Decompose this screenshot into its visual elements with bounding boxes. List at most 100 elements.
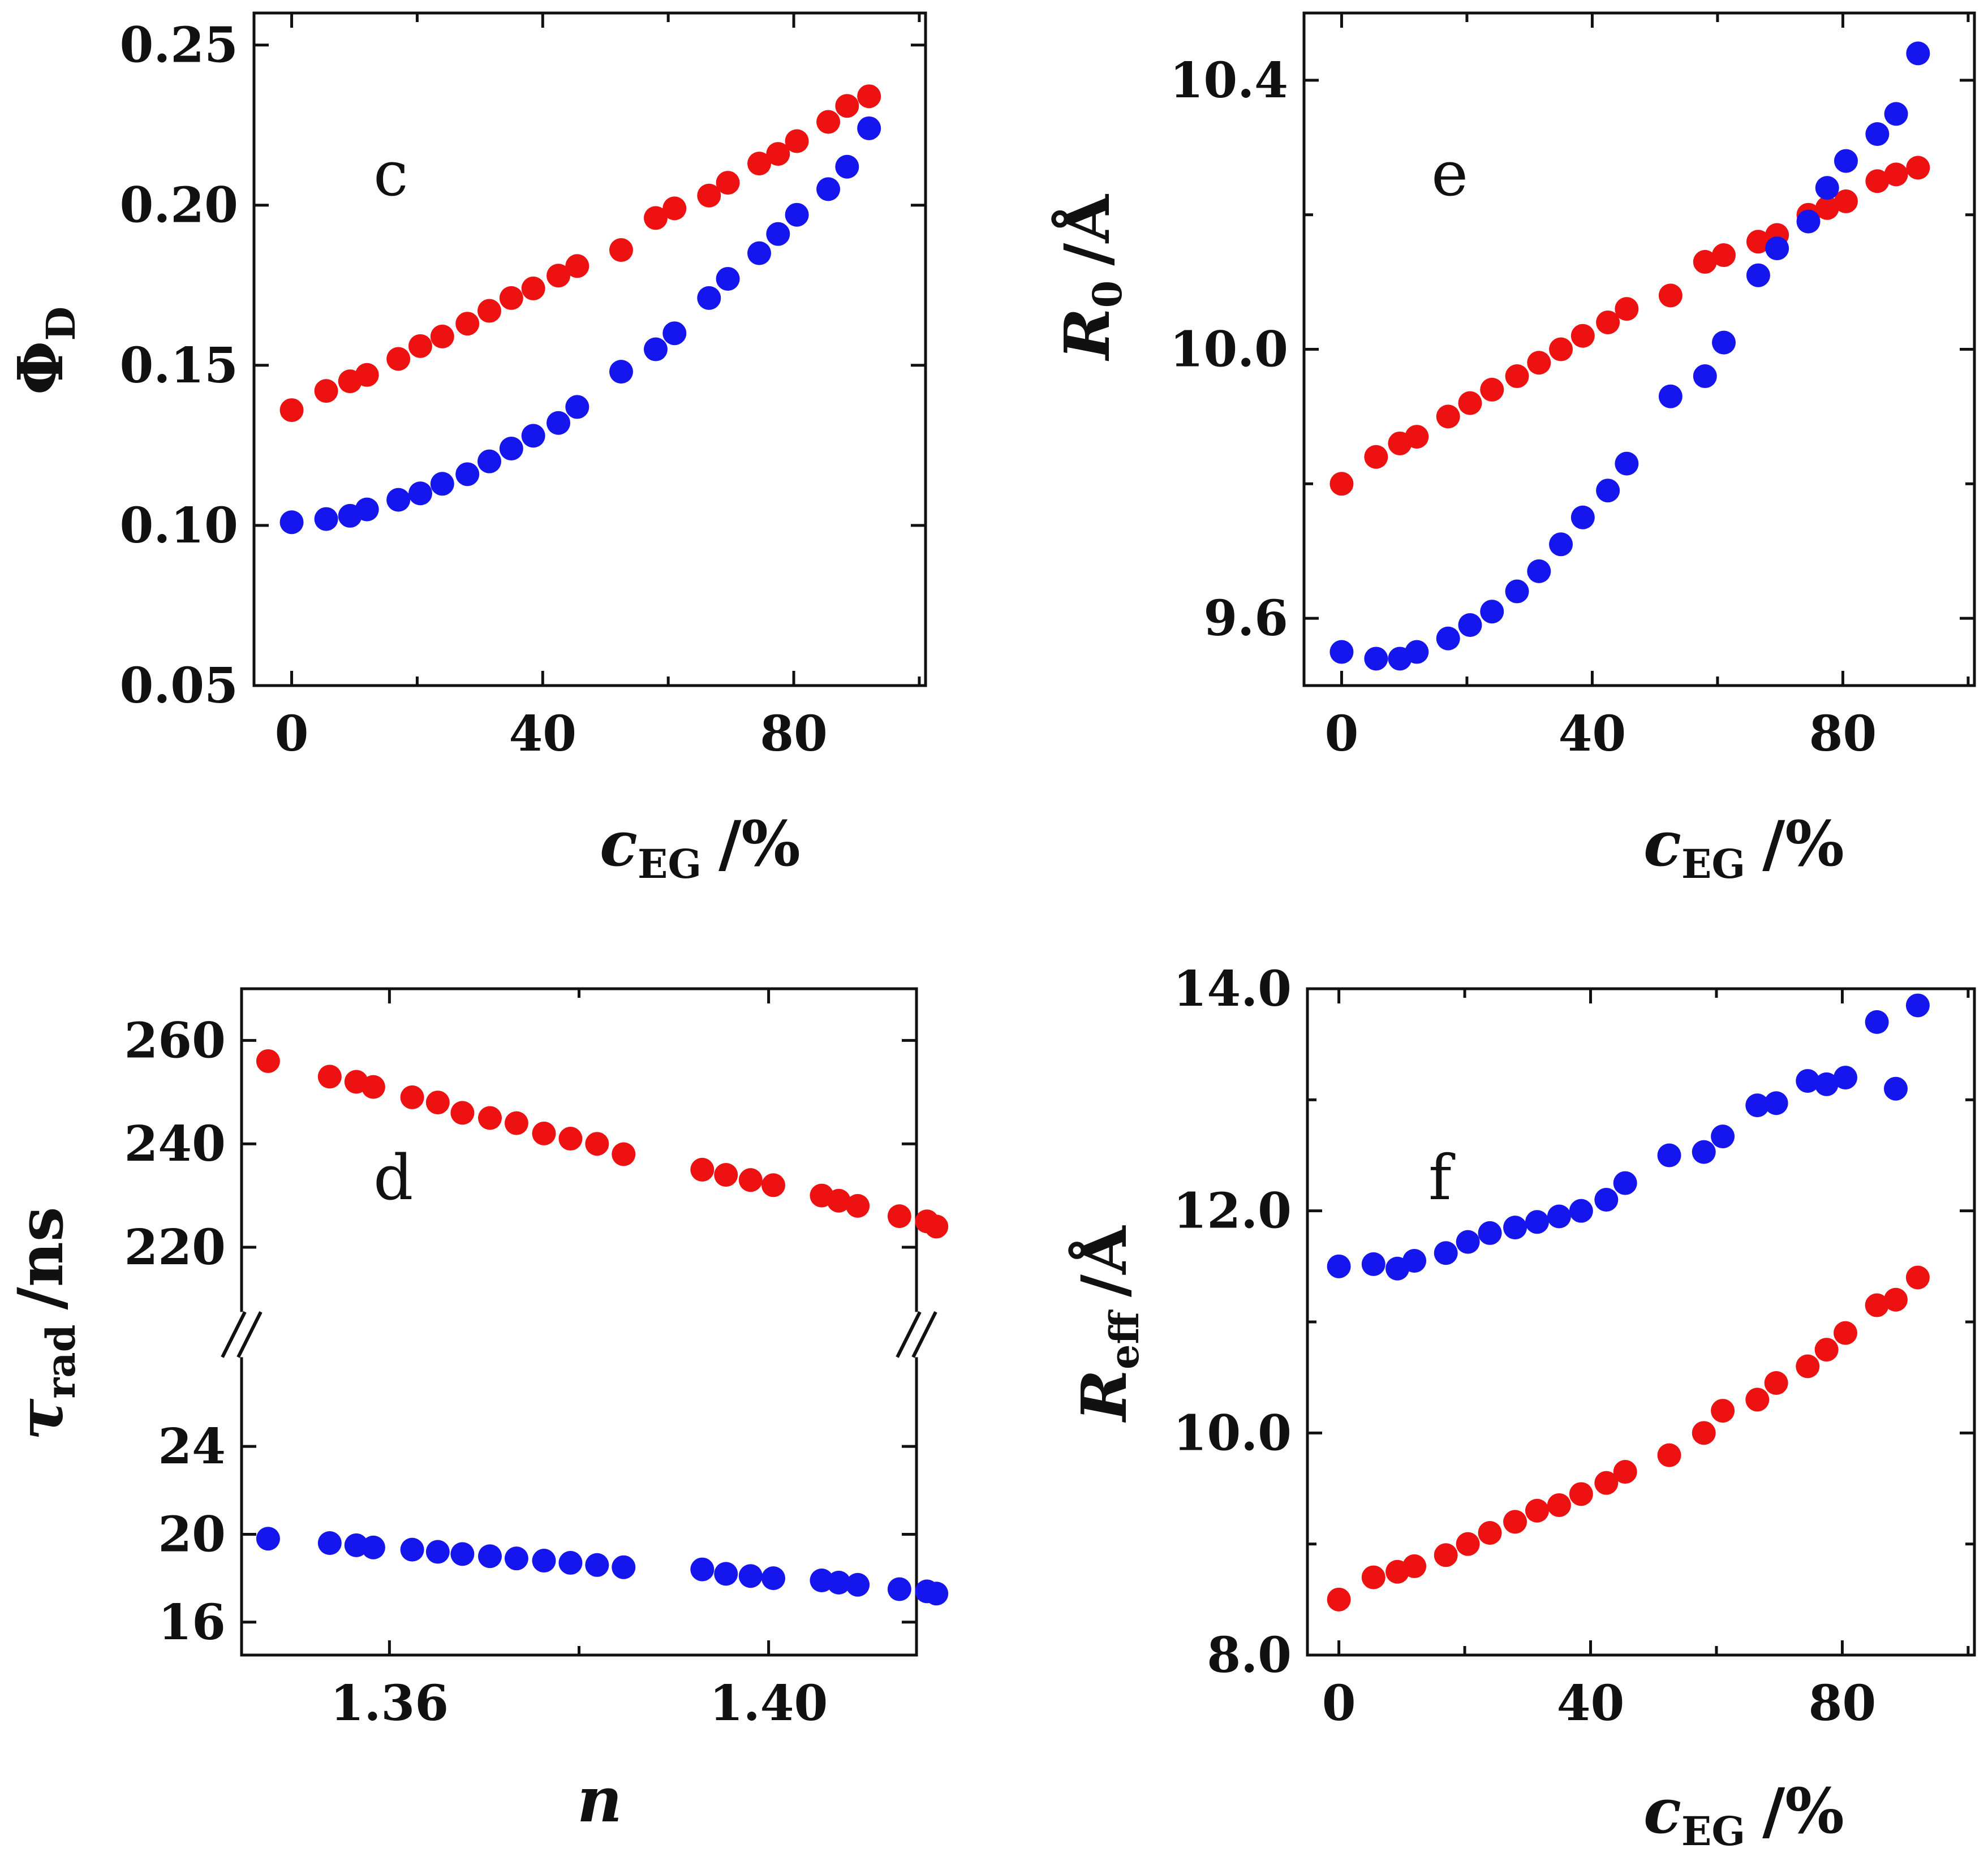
point-blue (361, 1535, 385, 1559)
point-blue (425, 1540, 450, 1564)
y-tick-label: 0.20 (120, 177, 238, 234)
point-red (1434, 1543, 1458, 1567)
panel-label: f (1428, 1141, 1456, 1214)
x-tick-label: 0 (1322, 1675, 1356, 1732)
panel-d: 1.36 1.40 16 20 24 220 240 260 d n τrad/ns (4, 987, 949, 1836)
point-blue (477, 449, 502, 473)
point-blue (747, 241, 772, 265)
point-red (355, 363, 379, 387)
y-tick-label: 0.25 (120, 17, 238, 74)
point-blue (532, 1549, 556, 1573)
point-blue (1711, 1124, 1735, 1149)
point-red (455, 312, 480, 336)
point-blue (1764, 1091, 1788, 1115)
point-red (1547, 1493, 1571, 1517)
point-blue (738, 1564, 763, 1588)
x-axis-label: cEG /% (1643, 1774, 1844, 1855)
x-tick-label: 40 (509, 705, 576, 762)
point-blue (697, 286, 721, 310)
axis-break-mark-right (896, 1311, 922, 1358)
point-blue (1745, 1093, 1770, 1118)
panel-c-frame (252, 11, 927, 687)
x-axis-label: cEG /% (1643, 807, 1844, 887)
point-red (1712, 243, 1736, 268)
point-blue (1815, 176, 1839, 200)
point-blue (477, 1544, 502, 1569)
point-blue (1692, 1140, 1716, 1164)
panel-e-frame (1302, 11, 1976, 687)
point-blue (1796, 209, 1821, 234)
point-blue (662, 321, 687, 346)
point-blue (1865, 122, 1890, 147)
x-tick-label: 40 (1557, 1675, 1625, 1732)
point-red (690, 1157, 715, 1182)
point-red (1594, 1471, 1619, 1495)
y-tick-label: 14.0 (1173, 960, 1292, 1018)
point-red (1478, 1521, 1502, 1545)
point-blue (1746, 263, 1770, 287)
y-axis-label: ΦD (4, 307, 84, 395)
point-red (1692, 1421, 1716, 1445)
y-tick-label: 20 (158, 1506, 226, 1563)
y-tick-label: 10.4 (1170, 52, 1288, 109)
y-axis-label-main: R (1068, 1369, 1141, 1423)
point-red (846, 1194, 870, 1218)
point-blue (450, 1542, 475, 1566)
point-red (816, 110, 841, 134)
point-red (1884, 162, 1908, 187)
point-blue (816, 177, 841, 201)
y-tick-label: 0.05 (120, 657, 238, 714)
point-red (1906, 156, 1930, 180)
point-blue (455, 462, 480, 486)
point-red (761, 1173, 785, 1197)
point-blue (558, 1550, 583, 1575)
point-blue (314, 507, 338, 531)
point-blue (714, 1562, 738, 1586)
y-axis-label-main: τ (4, 1398, 77, 1441)
point-blue (1693, 364, 1717, 389)
x-axis-label-sub: EG (1681, 841, 1745, 887)
point-red (314, 379, 338, 403)
point-blue (1569, 1199, 1593, 1223)
point-blue (612, 1555, 636, 1579)
point-blue (1505, 579, 1529, 604)
point-blue (1434, 1241, 1458, 1265)
point-blue (924, 1582, 949, 1606)
point-red (1615, 297, 1639, 321)
y-tick-label: 10.0 (1173, 1404, 1292, 1462)
y-tick-label: 0.15 (120, 337, 238, 394)
point-blue (1657, 1143, 1681, 1167)
x-axis-label: cEG /% (600, 807, 801, 887)
point-red (697, 183, 721, 208)
point-blue (1329, 640, 1354, 664)
point-red (256, 1049, 280, 1073)
x-axis-label: n (577, 1763, 622, 1836)
point-red (924, 1214, 949, 1239)
point-blue (887, 1577, 911, 1601)
point-red (766, 142, 790, 166)
point-blue (585, 1553, 609, 1577)
point-blue (1712, 330, 1736, 355)
x-tick-label: 80 (1809, 705, 1877, 762)
point-red (1693, 249, 1717, 274)
y-tick-label: 260 (124, 1012, 226, 1069)
point-red (317, 1065, 342, 1089)
point-blue (1364, 647, 1388, 671)
point-red (477, 1106, 502, 1130)
axis-break-mark-right (911, 1311, 937, 1358)
point-red (1527, 351, 1551, 375)
point-red (1402, 1554, 1427, 1578)
y-tick-label: 0.10 (120, 497, 238, 554)
point-red (1327, 1587, 1351, 1612)
x-tick-label: 80 (760, 705, 828, 762)
x-tick-label: 40 (1559, 705, 1626, 762)
point-blue (1503, 1216, 1527, 1240)
point-red (1746, 230, 1770, 254)
point-blue (1905, 993, 1930, 1018)
x-axis-label-main: c (1643, 807, 1681, 880)
point-blue (1865, 1010, 1889, 1034)
y-axis-label-sub: rad (37, 1324, 84, 1398)
point-blue (835, 154, 859, 179)
point-red (547, 264, 571, 288)
